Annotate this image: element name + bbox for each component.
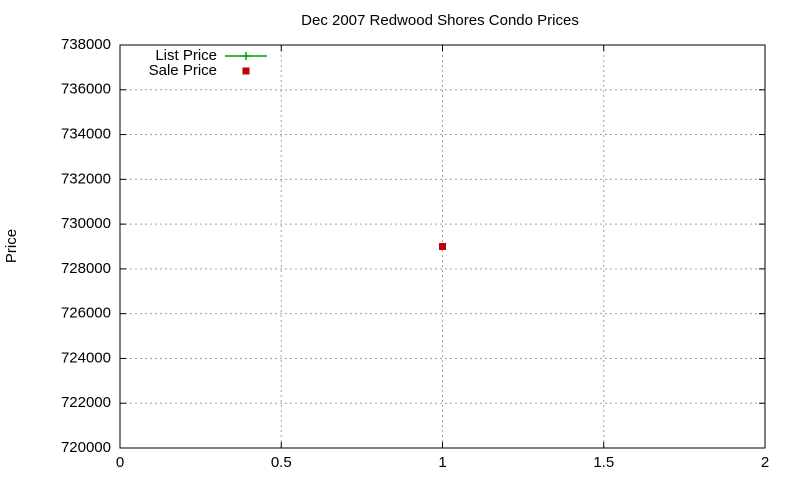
legend-marker: [242, 67, 250, 75]
chart-title: Dec 2007 Redwood Shores Condo Prices: [301, 12, 579, 29]
y-tick-label: 732000: [61, 170, 111, 187]
y-tick-label: 724000: [61, 349, 111, 366]
y-tick-label: 720000: [61, 439, 111, 456]
x-tick-label: 2: [761, 454, 769, 471]
x-tick-label: 1.5: [593, 454, 614, 471]
plot-border: [119, 44, 766, 449]
y-tick-label: 728000: [61, 260, 111, 277]
y-tick-label: 738000: [61, 36, 111, 53]
legend-label: Sale Price: [149, 62, 217, 79]
point: [439, 243, 446, 250]
y-tick-label: 734000: [61, 126, 111, 143]
legend-label: List Price: [155, 47, 217, 64]
y-tick-label: 730000: [61, 215, 111, 232]
y-tick-label: 726000: [61, 305, 111, 322]
x-tick-label: 0.5: [271, 454, 292, 471]
legend-marker: [242, 52, 250, 60]
x-tick-label: 0: [116, 454, 124, 471]
y-tick-label: 736000: [61, 81, 111, 98]
x-tick-label: 1: [438, 454, 446, 471]
y-axis-label: Price: [3, 229, 20, 263]
y-tick-label: 722000: [61, 394, 111, 411]
